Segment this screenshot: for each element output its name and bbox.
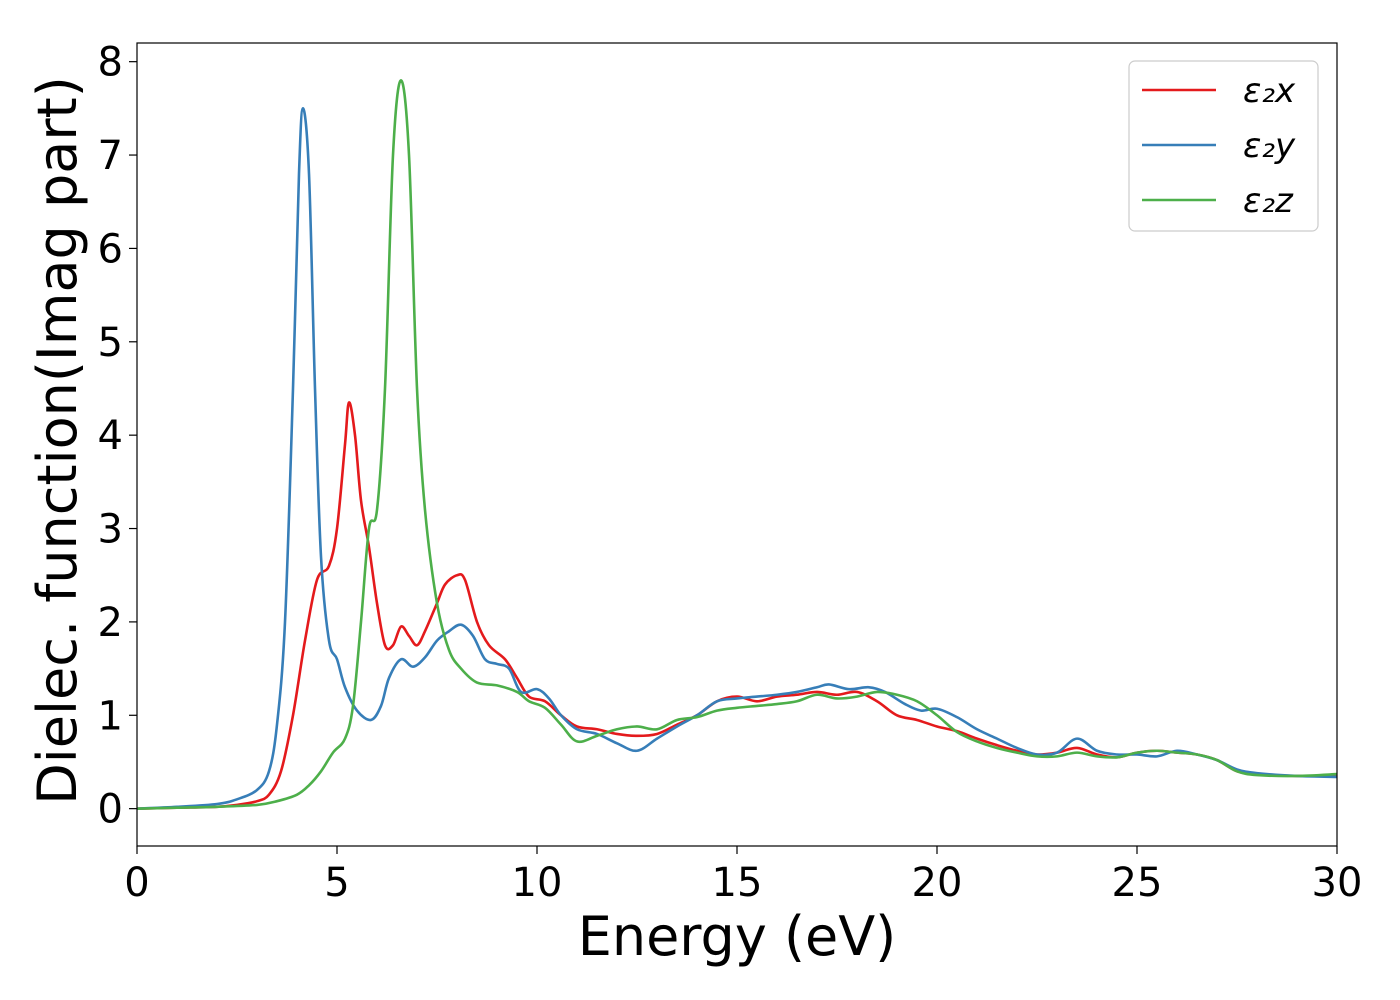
x-tick-label: 15: [712, 860, 763, 906]
legend-box: [1128, 60, 1319, 232]
x-tick-label: 20: [912, 860, 963, 906]
y-tick-label: 5: [98, 320, 123, 366]
legend-label-1: ε₂y: [1243, 126, 1296, 166]
y-tick-label: 3: [98, 507, 123, 553]
y-axis-ticks: 0 1 2 3 4 5 6 7 8: [98, 40, 137, 833]
y-tick-label: 6: [98, 226, 123, 272]
x-axis-label: Energy (eV): [578, 905, 897, 968]
y-tick-label: 8: [98, 40, 123, 86]
y-tick-label: 0: [98, 787, 123, 833]
series-lines: [137, 79, 1337, 810]
y-tick-label: 7: [98, 133, 123, 179]
series-line-1: [137, 107, 1337, 810]
legend-label-2: ε₂z: [1243, 181, 1294, 221]
y-axis-label: Dielec. function(Imag part): [26, 76, 89, 805]
x-tick-label: 5: [324, 860, 349, 906]
y-tick-label: 1: [98, 693, 123, 739]
x-tick-label: 10: [512, 860, 563, 906]
legend-label-0: ε₂x: [1243, 71, 1296, 111]
legend: ε₂x ε₂y ε₂z: [1128, 60, 1319, 232]
series-line-2: [137, 79, 1337, 810]
y-tick-label: 2: [98, 600, 123, 646]
x-tick-label: 0: [124, 860, 149, 906]
x-tick-label: 25: [1112, 860, 1163, 906]
x-axis-ticks: 0 5 10 15 20 25 30: [124, 846, 1362, 906]
x-tick-label: 30: [1312, 860, 1363, 906]
y-tick-label: 4: [98, 413, 123, 459]
